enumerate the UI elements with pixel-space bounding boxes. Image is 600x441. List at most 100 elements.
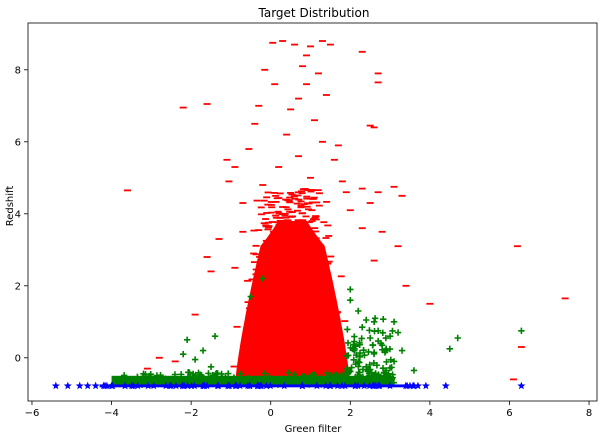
green-plus-point [222,374,229,381]
blue-star-point [253,381,262,390]
blue-star-point [183,381,192,390]
blue-star-point [166,381,174,390]
blue-star-point [403,381,412,390]
blue-star-point [353,381,362,390]
green-plus-point [191,356,199,363]
green-plus-point [394,329,402,336]
green-plus-point [344,374,352,381]
y-axis-label: Redshift [5,186,16,227]
green-plus-point [360,346,367,354]
green-plus-point [196,378,204,385]
green-plus-point [205,370,212,377]
blue-star-point [245,381,254,390]
x-tick-label: 4 [427,408,433,419]
blue-star-point [351,381,360,390]
blue-star-point [256,381,265,390]
green-plus-point [209,371,216,379]
x-axis-label: Green filter [285,424,343,435]
blue-star-point [149,381,158,390]
green-plus-point [186,369,193,376]
green-plus-point [351,347,358,354]
blue-star-point [360,381,369,390]
green-plus-point [211,333,219,340]
green-plus-point [353,351,360,359]
green-plus-point [363,363,370,370]
green-plus-point [120,372,128,379]
x-tick-label: 6 [506,408,512,419]
green-dense-band [111,375,395,385]
green-plus-point [364,367,372,374]
green-plus-point [230,376,238,384]
blue-star-point [107,381,116,390]
series-star [51,381,526,390]
green-plus-point [259,275,266,282]
green-plus-point [368,369,375,376]
green-plus-point [278,377,286,384]
series-dash [123,40,569,387]
green-plus-point [387,356,395,364]
green-plus-point [358,335,365,342]
green-plus-point [371,315,379,322]
blue-star-point [231,381,240,390]
green-plus-point [365,348,372,356]
y-tick-label: 8 [15,65,21,76]
green-plus-point [306,372,313,380]
green-plus-point [347,297,354,304]
green-plus-point [153,372,161,379]
green-plus-point [359,324,366,331]
green-plus-point [113,377,120,385]
green-plus-point [140,370,147,377]
x-tick-label: −4 [104,408,119,419]
green-plus-point [356,339,363,347]
blue-star-point [441,381,450,390]
blue-star-point [198,381,207,390]
green-plus-point [370,349,378,356]
plot-frame [27,22,598,402]
green-plus-point [263,376,270,384]
green-plus-point [378,342,386,349]
blue-star-point [129,381,138,390]
green-plus-point [347,368,354,375]
blue-star-point [99,381,108,390]
green-plus-point [264,373,272,380]
x-tick-label: −6 [25,408,40,419]
green-plus-point [179,351,187,358]
green-plus-point [139,375,146,382]
blue-star-point [321,381,330,390]
blue-star-point [91,381,100,390]
green-plus-point [134,376,141,383]
green-plus-point [343,352,351,360]
green-plus-point [350,356,357,364]
green-plus-point [187,374,194,381]
blue-star-point [365,381,374,390]
green-plus-point [311,371,318,378]
blue-star-point [413,381,422,390]
green-plus-point [198,372,205,379]
blue-star-point [51,381,60,390]
green-plus-point [351,338,358,345]
blue-star-point [280,381,289,390]
blue-star-point [333,381,342,390]
green-plus-point [374,337,382,345]
blue-star-point [178,381,187,390]
green-plus-point [323,377,330,384]
green-plus-point [454,334,461,342]
green-plus-point [363,316,370,324]
blue-star-point [312,381,321,390]
green-plus-point [382,367,390,374]
green-plus-point [356,369,363,376]
green-plus-point [398,347,406,354]
green-plus-point [347,344,354,352]
series-plus [109,275,525,388]
green-plus-point [380,315,387,323]
x-tick-label: 0 [268,408,274,419]
green-plus-point [344,326,351,333]
green-plus-point [370,318,378,325]
green-plus-point [386,364,394,372]
green-plus-point [341,376,348,383]
green-plus-point [167,376,174,383]
green-plus-point [247,293,255,300]
green-plus-point [382,334,390,342]
blue-star-point [338,381,347,390]
green-plus-point [383,345,390,353]
